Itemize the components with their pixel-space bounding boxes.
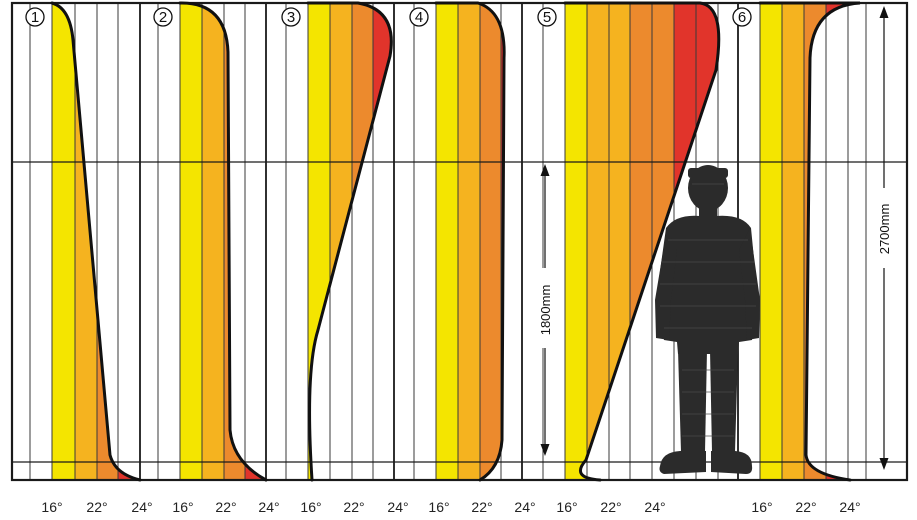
- panel-number-badge: 5: [537, 7, 557, 27]
- temperature-band: [630, 3, 653, 480]
- temperature-band: [522, 3, 562, 480]
- panel-number: 3: [287, 9, 295, 26]
- panel-number-badge: 1: [25, 7, 45, 27]
- panel-6-curve: [758, 1, 861, 482]
- tick-label: 22°: [86, 499, 107, 515]
- tick-label: 24°: [839, 499, 860, 515]
- temperature-band: [97, 3, 119, 480]
- panel-numbers: 1 2 3 4 5 6: [25, 7, 752, 27]
- panel-number: 4: [415, 9, 423, 26]
- tick-label: 22°: [343, 499, 364, 515]
- temperature-band: [565, 3, 588, 480]
- tick-label: 22°: [795, 499, 816, 515]
- temperature-fills: [52, 3, 860, 480]
- temperature-band: [180, 3, 203, 480]
- tick-label: 24°: [514, 499, 535, 515]
- temperature-band: [140, 3, 180, 480]
- temperature-band: [436, 3, 459, 480]
- person-height-label: 1800mm: [538, 285, 553, 336]
- panel-number-badge: 6: [732, 7, 752, 27]
- panel-1-curve: [50, 1, 142, 482]
- panel-4-curve: [434, 1, 506, 482]
- tick-label: 24°: [644, 499, 665, 515]
- dimension-2700mm: 2700mm: [876, 6, 892, 470]
- tick-label: 24°: [387, 499, 408, 515]
- panel-5-curve: [563, 1, 721, 482]
- temperature-band: [587, 3, 610, 480]
- temperature-band: [118, 3, 140, 480]
- tick-label: 16°: [428, 499, 449, 515]
- tick-label: 24°: [258, 499, 279, 515]
- dimension-1800mm: 1800mm: [537, 164, 553, 456]
- temperature-band: [75, 3, 98, 480]
- tick-label: 22°: [471, 499, 492, 515]
- temperature-band: [202, 3, 225, 480]
- temperature-band: [245, 3, 266, 480]
- tick-label: 16°: [41, 499, 62, 515]
- tick-label: 16°: [556, 499, 577, 515]
- panel-2-curve: [178, 1, 268, 482]
- temperature-band: [480, 3, 502, 480]
- temperature-band: [609, 3, 631, 480]
- panel-number: 2: [159, 9, 167, 26]
- panel-2-fill: [180, 3, 266, 480]
- panel-number: 5: [543, 9, 551, 26]
- panel-number-badge: 2: [153, 7, 173, 27]
- temperature-band: [352, 3, 374, 480]
- panel-number: 6: [738, 9, 746, 26]
- tick-label: 16°: [172, 499, 193, 515]
- panel-number: 1: [31, 9, 39, 26]
- panel-number-badge: 3: [281, 7, 301, 27]
- panel-number-badge: 4: [409, 7, 429, 27]
- temperature-curves: [50, 1, 861, 482]
- tick-label: 22°: [215, 499, 236, 515]
- temperature-tick-labels: 16° 22° 24° 16° 22° 24° 16° 22° 24° 16° …: [41, 499, 860, 515]
- tick-label: 24°: [131, 499, 152, 515]
- tick-label: 16°: [751, 499, 772, 515]
- temperature-band: [52, 3, 76, 480]
- panel-6-fill: [760, 3, 860, 480]
- temperature-band: [826, 3, 849, 480]
- panel-1-fill: [52, 3, 180, 480]
- temperature-band: [782, 3, 805, 480]
- tick-label: 22°: [600, 499, 621, 515]
- panel-3-curve: [306, 1, 393, 482]
- room-height-label: 2700mm: [877, 204, 892, 255]
- horizontal-gridlines: [12, 161, 907, 463]
- person-silhouette-icon: [655, 165, 760, 474]
- panel-3-fill: [308, 3, 392, 480]
- tick-label: 16°: [300, 499, 321, 515]
- temperature-band: [760, 3, 783, 480]
- temperature-band: [458, 3, 481, 480]
- temperature-band: [308, 3, 331, 480]
